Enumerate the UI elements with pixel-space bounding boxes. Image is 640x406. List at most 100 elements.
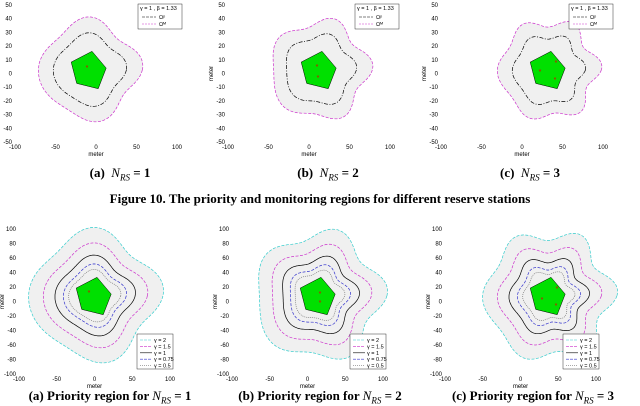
top-panel-a: -100 -50 0 50 100 50 40 30 20 10 0 -10 -20 -30 -40 -50 m… bbox=[0, 0, 213, 160]
y-tick-label: -50 bbox=[429, 140, 438, 146]
y-tick-label: 50 bbox=[218, 3, 225, 9]
x-tick-label: 0 bbox=[519, 377, 523, 383]
figure-title: Figure 10. The priority and monitoring r… bbox=[109, 191, 531, 206]
y-tick-label: -40 bbox=[220, 329, 229, 335]
y-tick-label: -20 bbox=[216, 99, 225, 105]
legend-monitoring-label: Ωᴹ bbox=[590, 21, 597, 28]
y-axis-label: meter bbox=[0, 66, 2, 81]
y-tick-label: -60 bbox=[220, 343, 229, 349]
priority-region bbox=[52, 32, 127, 107]
legend-label: γ = 0.75 bbox=[580, 357, 600, 363]
legend-priority-label: Ωᵖ bbox=[159, 15, 165, 21]
monitored-area bbox=[75, 276, 112, 315]
y-tick-label: 40 bbox=[222, 271, 229, 277]
y-tick-label: 20 bbox=[431, 44, 438, 50]
y-axis-label: meter bbox=[209, 66, 215, 81]
y-tick-label: 0 bbox=[9, 72, 13, 78]
top-plot-c: -100 -50 0 50 10050403020100-10-20-30-40-50m… bbox=[422, 3, 614, 158]
legend-priority-label: Ωᵖ bbox=[590, 15, 596, 21]
priority-contour bbox=[289, 264, 351, 326]
y-tick-label: 60 bbox=[9, 256, 16, 262]
legend-label: γ = 0.75 bbox=[367, 357, 387, 363]
y-tick-label: -40 bbox=[429, 126, 438, 132]
bottom-plot-c: -100 -50 0 50 100 100 80 60 40 20 0 -20 -40 -60 -80 -10… bbox=[426, 227, 618, 390]
y-tick-label: -10 bbox=[216, 85, 225, 91]
y-tick-label: -30 bbox=[216, 113, 225, 119]
x-axis-label: meter bbox=[300, 384, 315, 390]
top-panel-b: -100 -50 0 50 100 50 40 30 20 10 0 -10 -20 -30 -40 -50 m… bbox=[209, 0, 426, 160]
legend-title: γ = 1 , β = 1.33 bbox=[571, 6, 608, 12]
y-tick-label: 40 bbox=[5, 17, 12, 23]
x-tick-label: -100 bbox=[435, 145, 448, 151]
bottom-panel-a: -100 -50 0 50 100 100 80 60 40 20 0 -20 -40 -60 -80 -10… bbox=[0, 218, 213, 390]
x-tick-label: 0 bbox=[94, 145, 98, 151]
y-tick-label: 40 bbox=[218, 17, 225, 23]
y-tick-label: -80 bbox=[220, 358, 229, 364]
y-tick-label: 100 bbox=[432, 227, 443, 233]
x-tick-label: 0 bbox=[306, 377, 310, 383]
y-tick-label: -40 bbox=[433, 329, 442, 335]
y-tick-label: -40 bbox=[3, 126, 12, 132]
top-panel-c: -100 -50 0 50 100 50 40 30 20 10 0 -10 -20 -30 -40 -50 m… bbox=[422, 0, 640, 160]
y-tick-label: 60 bbox=[222, 256, 229, 262]
y-tick-label: -100 bbox=[430, 372, 443, 378]
y-tick-label: 20 bbox=[9, 285, 16, 291]
x-tick-label: 0 bbox=[520, 145, 524, 151]
priority-contour bbox=[54, 254, 136, 337]
bottom-plot-b: -100 -50 0 50 100 100 80 60 40 20 0 -20 -40 -60 -80 -10… bbox=[213, 227, 389, 390]
legend-monitoring-label: Ωᴹ bbox=[159, 21, 166, 28]
y-tick-label: 80 bbox=[9, 242, 16, 248]
x-tick-label: 100 bbox=[378, 377, 389, 383]
top-caption-c: (c) NRS = 3 bbox=[499, 165, 561, 183]
x-tick-label: 50 bbox=[342, 377, 349, 383]
y-tick-label: -20 bbox=[220, 314, 229, 320]
x-tick-label: -50 bbox=[265, 377, 274, 383]
x-axis-label: meter bbox=[513, 384, 528, 390]
x-tick-label: 100 bbox=[385, 145, 396, 151]
legend-label: γ = 2 bbox=[580, 338, 592, 344]
legend-label: γ = 1.5 bbox=[580, 344, 597, 350]
priority-contour bbox=[508, 258, 590, 335]
y-tick-label: 0 bbox=[226, 300, 230, 306]
monitored-area bbox=[300, 50, 337, 89]
legend-title: γ = 1 , β = 1.33 bbox=[357, 6, 394, 12]
x-tick-label: 100 bbox=[172, 145, 183, 151]
bottom-caption-b: (b) Priority region for NRS = 2 bbox=[238, 388, 402, 406]
legend-label: γ = 0.75 bbox=[154, 357, 174, 363]
x-tick-label: 100 bbox=[598, 145, 609, 151]
x-tick-label: -100 bbox=[226, 377, 239, 383]
reserve-station-marker: * bbox=[556, 286, 559, 293]
y-tick-label: 30 bbox=[218, 30, 225, 36]
y-tick-label: 40 bbox=[9, 271, 16, 277]
x-axis-label: meter bbox=[514, 152, 529, 158]
monitored-area bbox=[529, 50, 566, 89]
legend-label: γ = 1 bbox=[367, 351, 379, 357]
bottom-caption-a: (a) Priority region for NRS = 1 bbox=[28, 388, 192, 406]
y-tick-label: -20 bbox=[7, 314, 16, 320]
legend-priority-label: Ωᵖ bbox=[376, 15, 382, 21]
y-tick-label: -60 bbox=[7, 343, 16, 349]
legend-box bbox=[568, 3, 614, 30]
priority-contour bbox=[282, 255, 360, 335]
y-tick-label: 30 bbox=[431, 30, 438, 36]
legend-monitoring-label: Ωᴹ bbox=[376, 21, 383, 28]
x-axis-label: meter bbox=[87, 384, 102, 390]
y-axis-label: meter bbox=[0, 294, 6, 309]
x-axis-label: meter bbox=[88, 152, 103, 158]
legend-label: γ = 0.5 bbox=[580, 364, 597, 370]
y-tick-label: 20 bbox=[218, 44, 225, 50]
priority-contour bbox=[63, 263, 127, 328]
priority-contour bbox=[517, 266, 581, 326]
x-axis-label: meter bbox=[301, 152, 316, 158]
y-tick-label: -50 bbox=[216, 140, 225, 146]
legend-box bbox=[137, 3, 183, 30]
priority-region bbox=[511, 35, 587, 105]
y-tick-label: 10 bbox=[5, 58, 12, 64]
x-tick-label: -100 bbox=[13, 377, 26, 383]
reserve-station-marker: * bbox=[539, 69, 542, 76]
priority-contour bbox=[522, 271, 576, 321]
x-tick-label: -100 bbox=[439, 377, 452, 383]
bottom-plot-a: -100 -50 0 50 100 100 80 60 40 20 0 -20 -40 -60 -80 -10… bbox=[0, 227, 176, 390]
x-tick-label: 0 bbox=[93, 377, 97, 383]
y-tick-label: 80 bbox=[435, 242, 442, 248]
